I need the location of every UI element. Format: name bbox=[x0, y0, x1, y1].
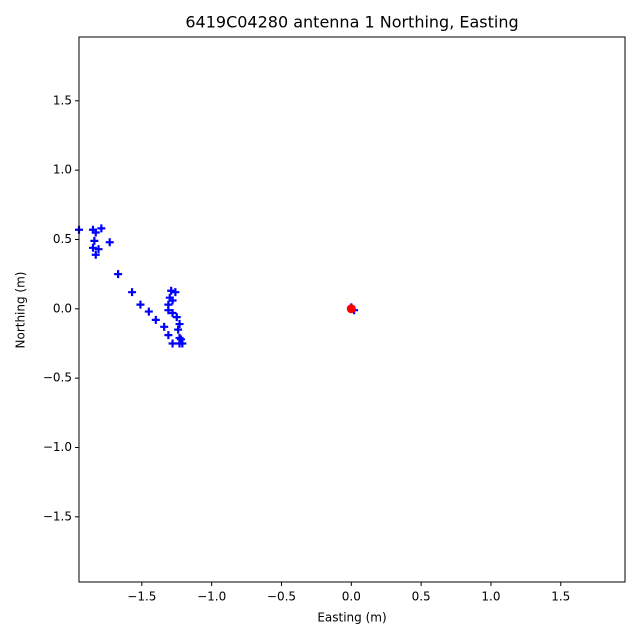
point bbox=[94, 245, 103, 254]
y-tick-label: 1.0 bbox=[53, 163, 72, 177]
point bbox=[175, 339, 184, 348]
point bbox=[346, 304, 356, 314]
point bbox=[168, 308, 177, 317]
point bbox=[144, 307, 153, 316]
point bbox=[160, 322, 169, 331]
point bbox=[91, 228, 100, 237]
y-tick-label: −0.5 bbox=[43, 371, 72, 385]
plot-frame bbox=[78, 36, 626, 583]
y-tick-label: −1.5 bbox=[43, 509, 72, 523]
x-tick-label: 1.0 bbox=[481, 590, 500, 604]
point bbox=[151, 315, 160, 324]
x-tick-label: −0.5 bbox=[267, 590, 296, 604]
chart-title: 6419C04280 antenna 1 Northing, Easting bbox=[185, 13, 518, 32]
point bbox=[172, 313, 181, 322]
x-axis-label: Easting (m) bbox=[317, 611, 386, 625]
point bbox=[167, 286, 176, 295]
x-tick-label: 0.0 bbox=[342, 590, 361, 604]
y-tick-label: 0.5 bbox=[53, 232, 72, 246]
point bbox=[114, 270, 123, 279]
point bbox=[91, 250, 100, 259]
point bbox=[174, 325, 183, 334]
y-tick-label: −1.0 bbox=[43, 440, 72, 454]
point bbox=[128, 288, 137, 297]
point bbox=[88, 243, 97, 252]
point bbox=[176, 335, 185, 344]
x-tick-label: 1.5 bbox=[551, 590, 570, 604]
point bbox=[168, 339, 177, 348]
point bbox=[164, 331, 173, 340]
x-tick-label: −1.0 bbox=[197, 590, 226, 604]
y-axis-label: Northing (m) bbox=[14, 272, 28, 349]
point bbox=[168, 296, 177, 305]
point bbox=[90, 236, 99, 245]
point bbox=[136, 300, 145, 309]
point bbox=[175, 320, 184, 329]
y-tick-label: 1.5 bbox=[53, 93, 72, 107]
x-tick-label: 0.5 bbox=[412, 590, 431, 604]
point bbox=[164, 306, 173, 315]
x-tick-label: −1.5 bbox=[127, 590, 156, 604]
point bbox=[171, 288, 180, 297]
point bbox=[105, 238, 114, 247]
y-tick-label: 0.0 bbox=[53, 301, 72, 315]
point bbox=[97, 224, 106, 233]
